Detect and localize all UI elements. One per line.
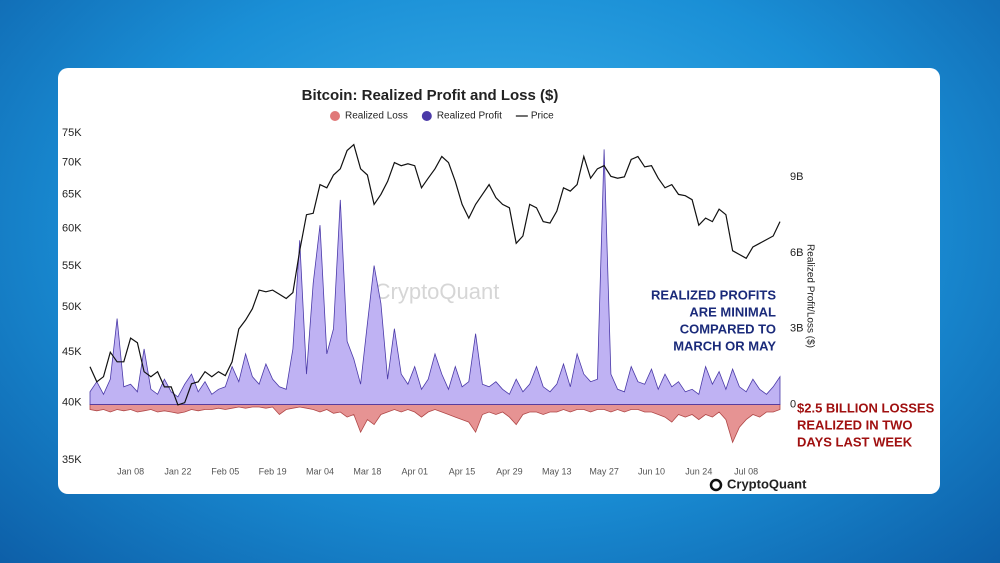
area <box>89 149 781 405</box>
legend-item: Price <box>515 111 554 122</box>
annotation: ARE MINIMAL <box>689 304 776 319</box>
annotation: COMPARED TO <box>680 321 776 336</box>
legend-label: Price <box>531 111 554 122</box>
legend-swatch <box>421 111 432 121</box>
y-tick-label: 65K <box>62 188 82 200</box>
chart-title: Bitcoin: Realized Profit and Loss ($) <box>302 87 559 104</box>
annotation: $2.5 BILLION LOSSES <box>797 400 935 415</box>
x-tick-label: Feb 05 <box>211 466 239 476</box>
logo-text: CryptoQuant <box>727 476 807 491</box>
x-tick-label: Jul 08 <box>734 466 758 476</box>
y-tick-label: 40K <box>62 397 82 409</box>
legend-item: Realized Loss <box>330 111 408 122</box>
legend-label: Realized Loss <box>345 111 408 122</box>
y-tick-label: 55K <box>62 260 82 272</box>
y-tick-label: 50K <box>62 301 82 313</box>
annotation: REALIZED IN TWO <box>797 417 913 432</box>
y2-tick-label: 0 <box>790 398 796 410</box>
y-tick-label: 35K <box>62 454 82 466</box>
y-tick-label: 70K <box>62 157 82 169</box>
x-tick-label: Apr 15 <box>449 466 476 476</box>
x-tick-label: Jun 10 <box>638 466 665 476</box>
x-tick-label: Mar 18 <box>353 466 381 476</box>
x-tick-label: May 13 <box>542 466 572 476</box>
legend-swatch <box>330 111 340 121</box>
watermark: CryptoQuant <box>375 279 500 304</box>
y2-tick-label: 6B <box>790 247 803 259</box>
x-tick-label: Apr 29 <box>496 466 523 476</box>
annotation: MARCH OR MAY <box>673 338 776 353</box>
x-tick-label: Jan 08 <box>117 466 144 476</box>
y-tick-label: 75K <box>62 127 82 139</box>
x-tick-label: Feb 19 <box>259 466 287 476</box>
x-tick-label: Apr 01 <box>401 466 428 476</box>
area <box>89 404 781 444</box>
legend-label: Realized Profit <box>437 111 502 122</box>
annotation: DAYS LAST WEEK <box>797 434 913 449</box>
legend-item: Realized Profit <box>421 111 502 122</box>
logo-icon <box>709 478 723 492</box>
price-line <box>89 143 781 406</box>
x-tick-label: May 27 <box>589 466 619 476</box>
y2-axis-label: Realized Profit/Loss ($) <box>804 244 815 348</box>
chart-card <box>58 68 940 494</box>
annotation: REALIZED PROFITS <box>651 287 776 302</box>
y2-tick-label: 9B <box>790 171 803 183</box>
x-tick-label: Mar 04 <box>306 466 334 476</box>
x-tick-label: Jun 24 <box>685 466 712 476</box>
y2-tick-label: 3B <box>790 323 803 335</box>
logo: CryptoQuant <box>709 476 807 492</box>
x-tick-label: Jan 22 <box>164 466 191 476</box>
y-tick-label: 45K <box>62 346 82 358</box>
y-tick-label: 60K <box>62 223 82 235</box>
